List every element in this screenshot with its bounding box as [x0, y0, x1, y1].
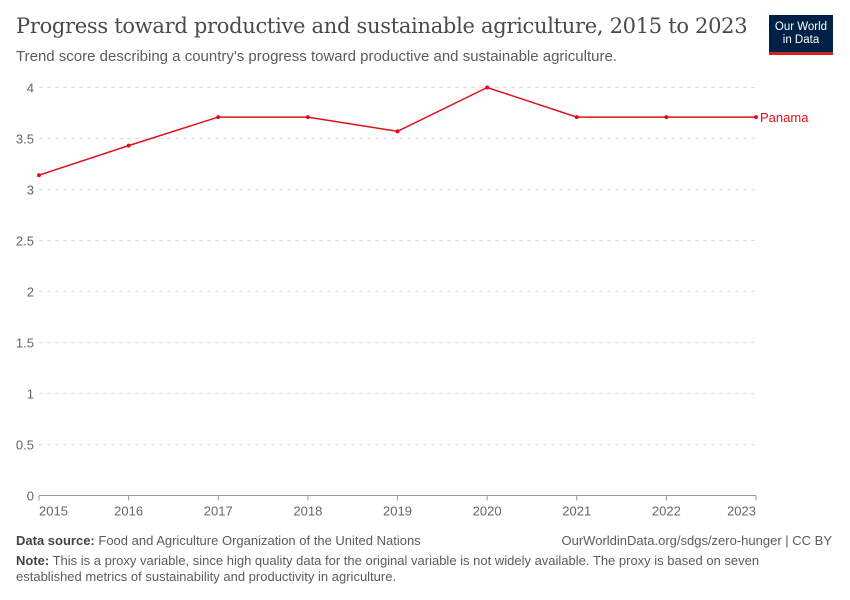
y-tick-label: 0: [27, 489, 34, 504]
source-label: Data source:: [16, 533, 95, 548]
x-tick-label: 2023: [727, 504, 756, 519]
data-source: Data source: Food and Agriculture Organi…: [16, 533, 421, 548]
chart-title: Progress toward productive and sustainab…: [16, 14, 748, 38]
x-tick-label: 2021: [562, 504, 591, 519]
owid-logo[interactable]: Our World in Data: [769, 15, 833, 55]
x-tick-label: 2015: [39, 504, 68, 519]
y-tick-label: 4: [27, 81, 34, 96]
data-point: [216, 115, 221, 120]
logo-line-2: in Data: [782, 33, 820, 46]
data-point: [664, 115, 669, 120]
y-tick-label: 1: [27, 387, 34, 402]
data-point: [126, 143, 131, 148]
y-tick-label: 1.5: [16, 336, 34, 351]
y-tick-label: 2.5: [16, 234, 34, 249]
line-chart: 0 0.5 1 1.5 2 2.5 3 3.5 4 2015 2016 2017 2018 2019 202…: [16, 81, 809, 519]
x-tick-label: 2022: [652, 504, 681, 519]
x-tick-label: 2016: [114, 504, 143, 519]
data-point: [754, 115, 758, 120]
x-tick-label: 2020: [473, 504, 502, 519]
source-text: Food and Agriculture Organization of the…: [98, 533, 421, 548]
note: Note: This is a proxy variable, since hi…: [16, 553, 816, 585]
note-text: This is a proxy variable, since high qua…: [16, 553, 760, 584]
data-point: [485, 85, 490, 90]
logo-line-1: Our World: [774, 20, 828, 33]
y-tick-label: 0.5: [16, 438, 34, 453]
data-point: [395, 129, 400, 134]
source-url[interactable]: OurWorldinData.org/sdgs/zero-hunger | CC…: [561, 533, 832, 548]
series-label: Panama: [760, 110, 809, 125]
data-point: [305, 115, 310, 120]
x-tick-label: 2019: [383, 504, 412, 519]
note-label: Note:: [16, 553, 50, 568]
x-tick-label: 2018: [293, 504, 322, 519]
x-tick-label: 2017: [204, 504, 233, 519]
data-point: [574, 115, 579, 120]
data-point: [37, 173, 41, 178]
y-tick-label: 2: [27, 285, 34, 300]
y-tick-label: 3.5: [16, 132, 34, 147]
chart-subtitle: Trend score describing a country's progr…: [16, 48, 617, 65]
y-tick-label: 3: [27, 183, 34, 198]
